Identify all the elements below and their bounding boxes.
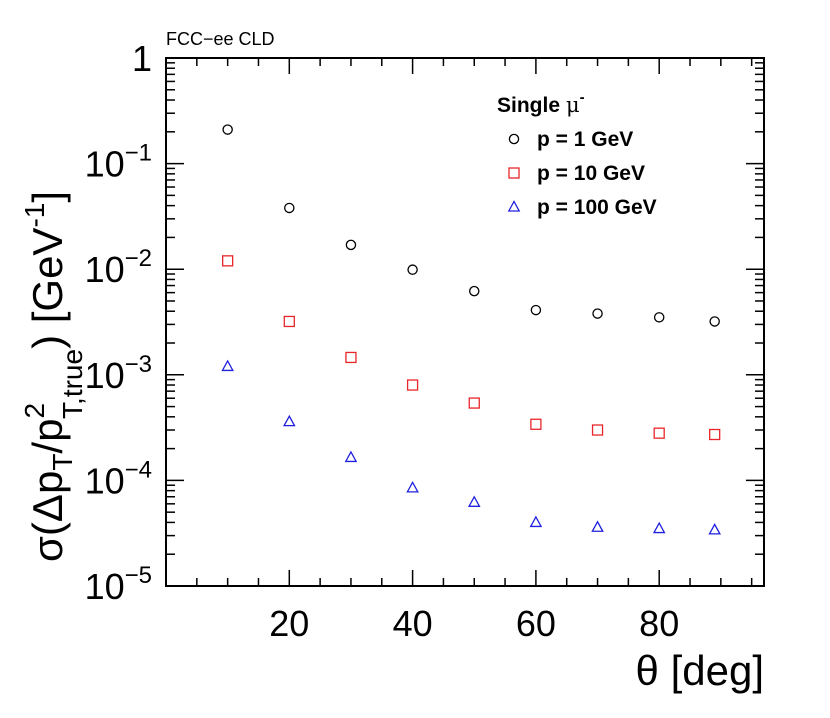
- y-tick-exponent: −1: [125, 140, 152, 167]
- y-title-sup-minus1: -1: [19, 203, 50, 228]
- data-point-circle: [407, 264, 418, 275]
- data-point-triangle: [406, 480, 419, 493]
- x-tick-label: 60: [516, 603, 556, 644]
- data-point-triangle: [591, 520, 604, 532]
- y-title-sub-t: T: [47, 454, 78, 471]
- data-point-circle: [345, 239, 357, 251]
- data-point-square: [530, 418, 542, 430]
- y-title-sup-2: 2: [19, 403, 50, 419]
- legend-title-sup: -: [580, 89, 585, 106]
- axis-ticks: [166, 57, 764, 587]
- data-point-circle: [709, 316, 720, 327]
- y-tick-exponent: −2: [125, 245, 152, 272]
- data-point-triangle: [467, 495, 481, 507]
- x-axis-title: θ [deg]: [636, 647, 764, 694]
- x-tick-label: 80: [639, 603, 679, 644]
- x-tick-labels: 20 40 60 80: [269, 603, 679, 644]
- legend-marker-triangle: [507, 200, 521, 212]
- legend-entry-p10: p = 10 GeV: [537, 162, 645, 185]
- data-point-triangle: [529, 515, 543, 528]
- data-point-triangle: [708, 523, 721, 535]
- data-point-square: [709, 428, 721, 441]
- y-tick-exponent: −3: [125, 351, 152, 378]
- data-point-square: [221, 255, 234, 267]
- y-title-slash: /p: [24, 419, 71, 454]
- data-point-circle: [530, 304, 542, 316]
- data-point-triangle: [283, 414, 296, 427]
- y-tick-label: 10−1: [85, 140, 152, 185]
- legend-entry-p1: p = 1 GeV: [537, 128, 633, 151]
- legend-marker-square: [508, 167, 520, 179]
- y-title-end: ]: [24, 191, 71, 203]
- data-point-square: [591, 424, 604, 436]
- y-tick-label: 10−3: [85, 351, 152, 396]
- legend-title: Single μ-: [497, 89, 585, 117]
- legend-entry-p100: p = 100 GeV: [537, 196, 657, 219]
- y-tick-base: 10: [85, 460, 125, 501]
- legend-title-text: Single: [497, 94, 560, 117]
- y-tick-label: 10−5: [85, 562, 152, 607]
- data-point-circle: [592, 308, 603, 319]
- data-point-circle: [222, 124, 233, 135]
- y-title-open: σ(Δp: [24, 471, 71, 562]
- data-point-circle: [284, 202, 295, 214]
- legend-marker-circle: [508, 133, 520, 145]
- data-point-square: [653, 427, 665, 439]
- y-tick-label: 10−2: [85, 245, 152, 290]
- data-markers: [221, 124, 721, 535]
- y-tick-label: 10−4: [85, 456, 152, 501]
- experiment-label: FCC−ee CLD: [166, 29, 275, 49]
- data-point-square: [283, 315, 295, 328]
- y-axis-title: σ(ΔpT/p2 T,true) [GeV-1]: [19, 191, 88, 562]
- y-tick-exponent: −4: [125, 456, 152, 483]
- data-point-triangle: [652, 521, 666, 534]
- data-point-triangle: [344, 450, 358, 463]
- y-tick-exponent: −5: [125, 562, 152, 589]
- legend-markers: [507, 133, 521, 212]
- data-point-circle: [468, 285, 480, 297]
- data-point-circle: [653, 312, 665, 323]
- y-title-close: ) [GeV: [24, 228, 71, 349]
- y-tick-base: 10: [85, 566, 125, 607]
- y-tick-label: 1: [132, 38, 152, 79]
- y-title-sub-ttrue: T,true: [57, 349, 88, 419]
- x-tick-label: 20: [269, 603, 309, 644]
- plot-frame: [165, 57, 765, 587]
- data-point-triangle: [221, 359, 234, 372]
- data-point-square: [345, 351, 357, 364]
- legend: Single μ- p = 1 GeV p = 10 GeV p = 100 Ge…: [497, 89, 657, 219]
- y-tick-base: 10: [85, 144, 125, 185]
- y-tick-base: 10: [85, 249, 125, 290]
- data-point-square: [406, 379, 419, 391]
- y-tick-base: 10: [85, 355, 125, 396]
- x-tick-label: 40: [393, 603, 433, 644]
- y-tick-labels: 110−110−210−310−410−5: [85, 38, 152, 607]
- data-point-square: [468, 397, 480, 409]
- legend-title-mu: μ: [566, 93, 580, 117]
